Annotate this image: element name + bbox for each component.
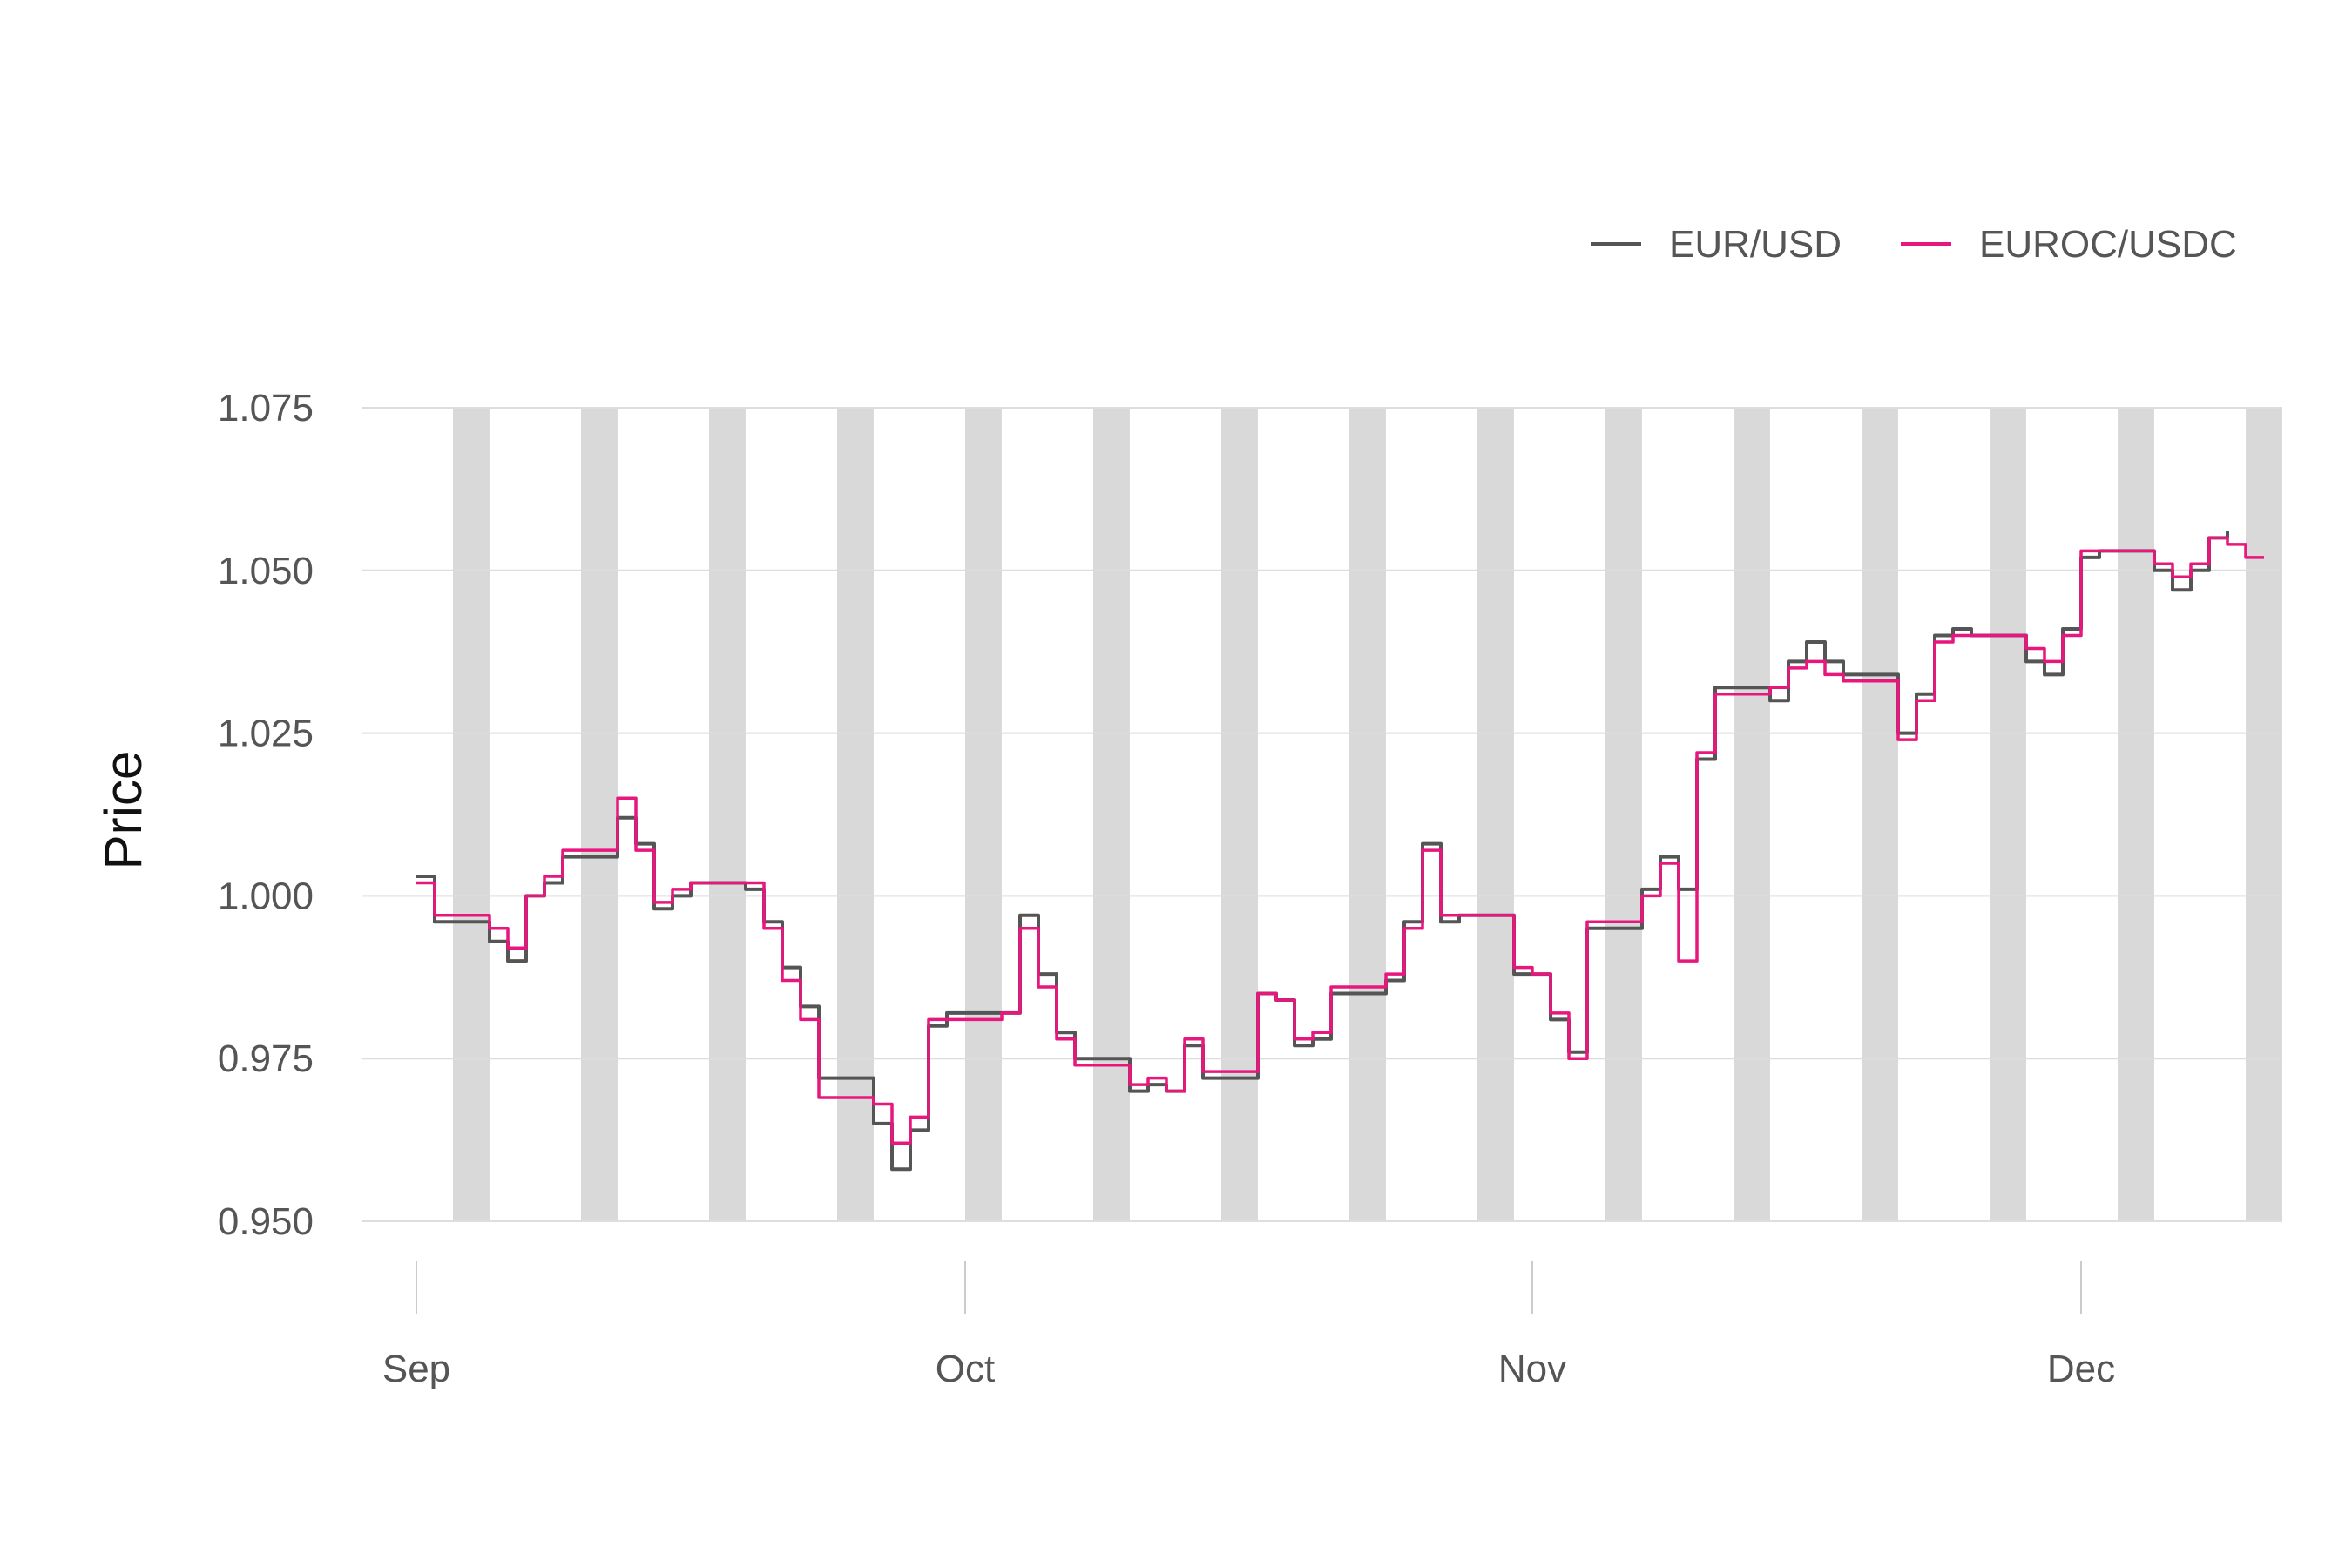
weekend-band xyxy=(453,408,490,1221)
y-tick-label: 0.950 xyxy=(218,1200,314,1243)
x-tick-label: Sep xyxy=(382,1348,450,1390)
weekend-band xyxy=(965,408,1002,1221)
y-axis-ticks: 0.950 0.975 1.000 1.025 1.050 1.075 xyxy=(218,387,314,1243)
series-line-euroc-usdc xyxy=(416,536,2264,1146)
weekend-band xyxy=(581,408,618,1221)
legend-label: EUR/USD xyxy=(1669,223,1842,266)
series-lines xyxy=(416,531,2264,1172)
weekend-band xyxy=(1093,408,1130,1221)
weekend-band xyxy=(1221,408,1258,1221)
weekend-band xyxy=(1605,408,1642,1221)
y-axis-title: Price xyxy=(94,751,152,870)
weekend-band xyxy=(2246,408,2282,1221)
weekend-shading xyxy=(453,408,2282,1221)
y-tick-label: 1.025 xyxy=(218,713,314,755)
weekend-band xyxy=(1477,408,1514,1221)
weekend-band xyxy=(837,408,874,1221)
x-tick-label: Oct xyxy=(936,1348,995,1390)
y-tick-label: 0.975 xyxy=(218,1037,314,1080)
legend-label: EUROC/USDC xyxy=(1979,223,2237,266)
x-axis-ticks: Sep Oct Nov Dec xyxy=(382,1261,2115,1390)
x-tick-label: Nov xyxy=(1498,1348,1566,1390)
y-tick-label: 1.075 xyxy=(218,387,314,429)
y-tick-label: 1.050 xyxy=(218,550,314,592)
weekend-band xyxy=(1990,408,2026,1221)
weekend-band xyxy=(1734,408,1770,1221)
weekend-band xyxy=(2118,408,2154,1221)
series-line-eur-usd xyxy=(416,531,2229,1172)
x-tick-label: Dec xyxy=(2047,1348,2115,1390)
legend: EUR/USD EUROC/USDC xyxy=(1591,223,2237,266)
y-tick-label: 1.000 xyxy=(218,875,314,917)
weekend-band xyxy=(1349,408,1386,1221)
weekend-band xyxy=(709,408,746,1221)
weekend-band xyxy=(1862,408,1898,1221)
